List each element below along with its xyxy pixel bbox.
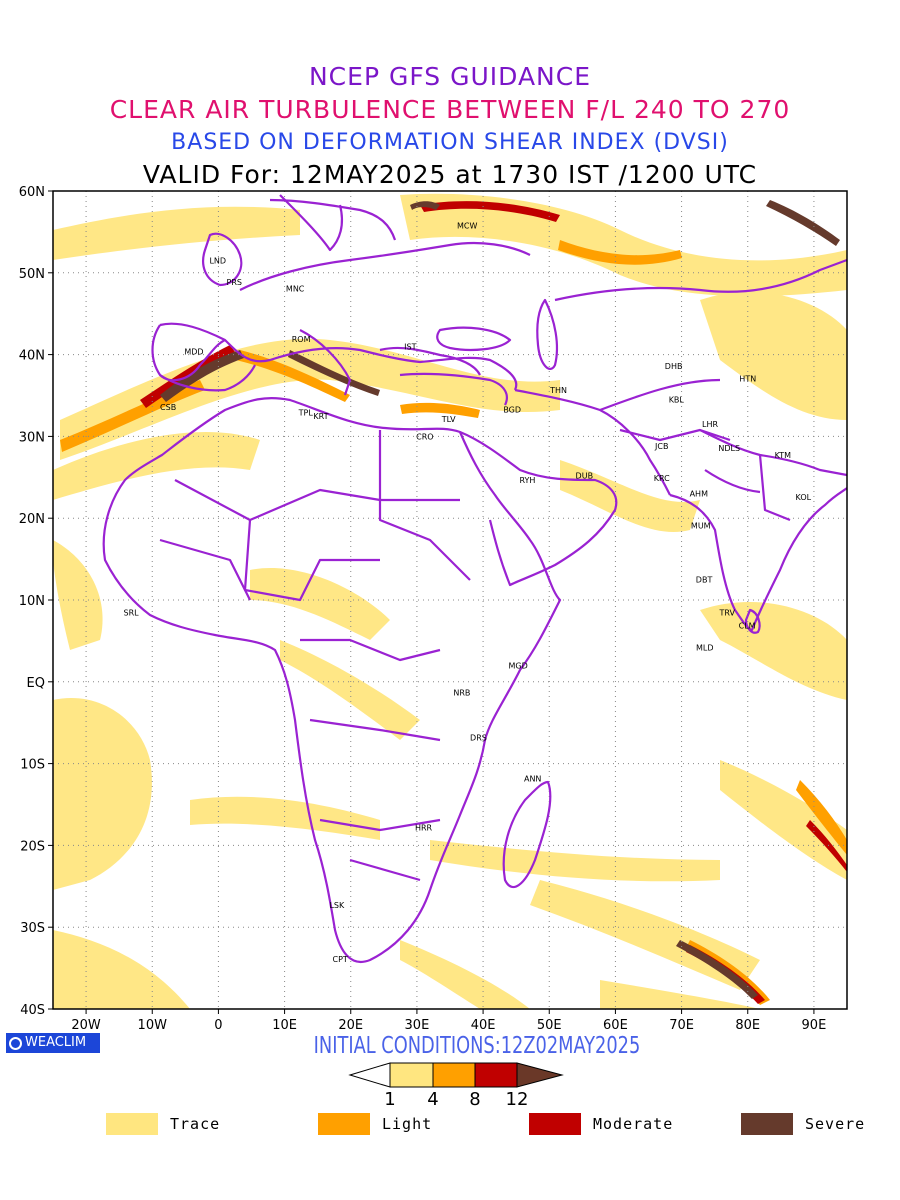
lat-label: 10N bbox=[19, 594, 45, 609]
legend-swatch-light bbox=[318, 1113, 370, 1135]
lat-label: 30S bbox=[20, 921, 45, 936]
legend-item-severe: Severe bbox=[741, 1112, 865, 1136]
city-label-htn: HTN bbox=[739, 374, 756, 383]
weaclim-logo: WEACLIM bbox=[6, 1033, 100, 1053]
title-product: CLEAR AIR TURBULENCE BETWEEN F/L 240 TO … bbox=[109, 95, 791, 124]
city-label-dhb: DHB bbox=[665, 362, 683, 371]
city-label-dub: DUB bbox=[576, 472, 594, 481]
lat-label: EQ bbox=[27, 676, 45, 691]
city-label-prs: PRS bbox=[227, 278, 242, 287]
city-label-mcw: MCW bbox=[457, 221, 477, 230]
city-label-csb: CSB bbox=[160, 403, 176, 412]
city-label-kbl: KBL bbox=[669, 396, 685, 405]
logo-ring-icon bbox=[9, 1036, 22, 1050]
city-label-jcb: JCB bbox=[654, 442, 668, 451]
city-label-krc: KRC bbox=[654, 474, 670, 483]
city-label-mld: MLD bbox=[696, 643, 714, 652]
legend-label-light: Light bbox=[382, 1115, 433, 1133]
lat-label: 60N bbox=[19, 185, 45, 200]
city-label-hrr: HRR bbox=[415, 823, 433, 832]
legend-swatch-moderate bbox=[529, 1113, 581, 1135]
lon-label: 40E bbox=[471, 1018, 496, 1033]
legend-label-severe: Severe bbox=[805, 1115, 866, 1133]
lon-label: 30E bbox=[405, 1018, 430, 1033]
city-label-bgd: BGD bbox=[503, 405, 521, 414]
city-label-srl: SRL bbox=[124, 608, 140, 617]
coastlines-borders bbox=[102, 194, 847, 963]
legend-label-moderate: Moderate bbox=[593, 1115, 674, 1133]
colorbar-tick-8: 8 bbox=[469, 1089, 480, 1110]
city-label-krt: KRT bbox=[313, 412, 328, 421]
city-labels: MCW LND PRS MNC ROM MDD IST CSB TPL KRT CRO TLV BGD T… bbox=[124, 221, 812, 964]
colorbar-upper-arrow bbox=[516, 1062, 564, 1088]
lon-label: 10W bbox=[138, 1018, 168, 1033]
city-label-ist: IST bbox=[404, 342, 416, 351]
city-label-lnd: LND bbox=[209, 257, 226, 266]
lat-label: 20S bbox=[20, 839, 45, 854]
lon-label: 0 bbox=[214, 1018, 222, 1033]
city-label-tpl: TPL bbox=[298, 409, 314, 418]
city-label-mdd: MDD bbox=[184, 347, 203, 356]
colorbar-segment-moderate bbox=[474, 1062, 518, 1088]
colorbar-segment-light bbox=[432, 1062, 476, 1088]
lat-label: 30N bbox=[19, 430, 45, 445]
lon-label: 70E bbox=[669, 1018, 694, 1033]
colorbar-segment-trace bbox=[389, 1062, 434, 1088]
city-label-drs: DRS bbox=[470, 733, 487, 742]
city-label-kol: KOL bbox=[796, 493, 812, 502]
title-valid-time: VALID For: 12MAY2025 at 1730 IST /1200 U… bbox=[142, 160, 758, 189]
city-label-mnc: MNC bbox=[286, 284, 305, 293]
city-label-mum: MUM bbox=[691, 522, 711, 531]
city-label-thn: THN bbox=[549, 386, 567, 395]
logo-text: WEACLIM bbox=[25, 1035, 87, 1050]
lon-label: 10E bbox=[272, 1018, 297, 1033]
legend-item-trace: Trace bbox=[106, 1112, 220, 1136]
city-label-nrb: NRB bbox=[453, 688, 470, 697]
colorbar-tick-4: 4 bbox=[427, 1089, 438, 1110]
lon-label: 60E bbox=[603, 1018, 628, 1033]
city-label-rom: ROM bbox=[292, 335, 311, 344]
title-method: BASED ON DEFORMATION SHEAR INDEX (DVSI) bbox=[171, 130, 729, 155]
city-label-lsk: LSK bbox=[329, 901, 345, 910]
city-label-ktm: KTM bbox=[775, 451, 792, 460]
initial-conditions: INITIAL CONDITIONS:12Z02MAY2025 bbox=[313, 1033, 641, 1059]
colorbar-tick-12: 12 bbox=[506, 1089, 529, 1110]
lat-label: 20N bbox=[19, 512, 45, 527]
colorbar: 1 4 8 12 bbox=[348, 1062, 564, 1110]
lon-label: 20W bbox=[71, 1018, 101, 1033]
latitude-labels: 60N 50N 40N 30N 20N 10N EQ 10S 20S 30S 40S bbox=[19, 185, 45, 1018]
city-label-ahm: AHM bbox=[690, 490, 708, 499]
city-label-dbt: DBT bbox=[696, 576, 713, 585]
city-label-ndls: NDLS bbox=[718, 444, 740, 453]
lat-label: 50N bbox=[19, 267, 45, 282]
legend-swatch-trace bbox=[106, 1113, 158, 1135]
lon-label: 20E bbox=[338, 1018, 363, 1033]
city-label-clm: CLM bbox=[739, 621, 756, 630]
lat-label: 10S bbox=[20, 758, 45, 773]
legend-label-trace: Trace bbox=[170, 1115, 221, 1133]
colorbar-lower-arrow bbox=[348, 1062, 391, 1088]
city-label-cro: CRO bbox=[416, 432, 433, 441]
city-label-ann: ANN bbox=[524, 774, 541, 783]
title-model: NCEP GFS GUIDANCE bbox=[308, 62, 591, 91]
lon-label: 80E bbox=[735, 1018, 760, 1033]
city-label-cpt: CPT bbox=[333, 955, 348, 964]
lat-label: 40S bbox=[20, 1003, 45, 1018]
city-label-lhr: LHR bbox=[702, 420, 718, 429]
legend-item-moderate: Moderate bbox=[529, 1112, 673, 1136]
city-label-mgd: MGD bbox=[509, 661, 528, 670]
colorbar-tick-1: 1 bbox=[384, 1089, 395, 1110]
legend-swatch-severe bbox=[741, 1113, 793, 1135]
turbulence-field bbox=[53, 193, 847, 1009]
city-label-ryh: RYH bbox=[519, 476, 535, 485]
city-label-trv: TRV bbox=[718, 608, 735, 617]
longitude-labels: 20W 10W 0 10E 20E 30E 40E 50E 60E 70E 80E 90E bbox=[71, 1018, 826, 1033]
legend-item-light: Light bbox=[318, 1112, 432, 1136]
lon-label: 90E bbox=[802, 1018, 827, 1033]
city-label-tlv: TLV bbox=[441, 415, 456, 424]
lon-label: 50E bbox=[537, 1018, 562, 1033]
lat-label: 40N bbox=[19, 349, 45, 364]
